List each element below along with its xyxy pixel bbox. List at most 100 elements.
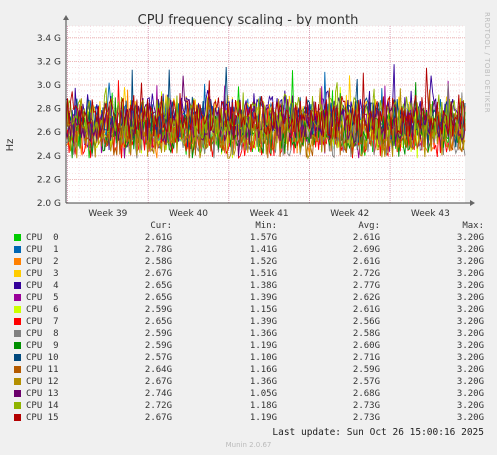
- legend-row: CPU 5 2.65G 1.39G 2.62G 3.20G: [0, 292, 497, 304]
- legend-swatch: [14, 318, 21, 325]
- x-tick-label: Week 41: [250, 209, 289, 219]
- legend-max: 3.20G: [456, 341, 484, 351]
- legend-min: 1.18G: [249, 401, 277, 411]
- legend-min: 1.38G: [249, 281, 277, 291]
- legend-min: 1.10G: [249, 353, 277, 363]
- legend-row: CPU 8 2.59G 1.36G 2.58G 3.20G: [0, 328, 497, 340]
- legend-avg: 2.77G: [352, 281, 380, 291]
- y-tick-label: 3.2 G: [37, 57, 61, 67]
- legend-max: 3.20G: [456, 329, 484, 339]
- legend-avg: 2.61G: [352, 233, 380, 243]
- legend-min: 1.39G: [249, 317, 277, 327]
- legend-swatch: [14, 258, 21, 265]
- legend-max: 3.20G: [456, 389, 484, 399]
- legend-row: CPU 0 2.61G 1.57G 2.61G 3.20G: [0, 232, 497, 244]
- legend-series-name: CPU 15: [26, 413, 59, 423]
- legend-swatch: [14, 366, 21, 373]
- legend-avg: 2.56G: [352, 317, 380, 327]
- legend-avg: 2.61G: [352, 257, 380, 267]
- legend-max: 3.20G: [456, 293, 484, 303]
- legend-max: 3.20G: [456, 245, 484, 255]
- legend-min: 1.16G: [249, 365, 277, 375]
- legend-max: 3.20G: [456, 317, 484, 327]
- legend-row: CPU 1 2.78G 1.41G 2.69G 3.20G: [0, 244, 497, 256]
- legend-avg: 2.72G: [352, 269, 380, 279]
- legend-cur: 2.67G: [144, 377, 172, 387]
- legend-avg: 2.73G: [352, 413, 380, 423]
- legend-min: 1.36G: [249, 377, 277, 387]
- legend-cur: 2.59G: [144, 329, 172, 339]
- legend-avg: 2.61G: [352, 305, 380, 315]
- legend-max: 3.20G: [456, 233, 484, 243]
- legend-row: CPU 10 2.57G 1.10G 2.71G 3.20G: [0, 352, 497, 364]
- col-max-header: Max:: [462, 221, 484, 231]
- legend-series-name: CPU 12: [26, 377, 59, 387]
- legend-swatch: [14, 306, 21, 313]
- y-tick-label: 3.0 G: [37, 81, 61, 91]
- legend-min: 1.19G: [249, 341, 277, 351]
- col-avg-header: Avg:: [358, 221, 380, 231]
- legend-header: Cur: Min: Avg: Max:: [0, 220, 497, 232]
- x-axis-arrow: [470, 200, 475, 206]
- legend-min: 1.36G: [249, 329, 277, 339]
- legend-cur: 2.74G: [144, 389, 172, 399]
- y-tick-label: 3.4 G: [37, 34, 61, 44]
- x-tick-label: Week 42: [330, 209, 369, 219]
- col-min-header: Min:: [255, 221, 277, 231]
- rrdtool-credit: RRDTOOL / TOBI OETIKER: [483, 12, 491, 113]
- legend-swatch: [14, 330, 21, 337]
- legend-swatch: [14, 270, 21, 277]
- legend-max: 3.20G: [456, 413, 484, 423]
- legend-cur: 2.67G: [144, 413, 172, 423]
- y-tick-label: 2.4 G: [37, 152, 61, 162]
- legend-cur: 2.72G: [144, 401, 172, 411]
- legend-swatch: [14, 234, 21, 241]
- legend-min: 1.19G: [249, 413, 277, 423]
- axes: 2.0 G 2.2 G 2.4 G 2.6 G 2.8 G 3.0 G 3.2 G 3.4 G…: [37, 15, 475, 219]
- legend-swatch: [14, 390, 21, 397]
- legend-swatch: [14, 402, 21, 409]
- legend-swatch: [14, 342, 21, 349]
- legend-series-name: CPU 13: [26, 389, 59, 399]
- legend-series-name: CPU 10: [26, 353, 59, 363]
- legend-min: 1.39G: [249, 293, 277, 303]
- legend: Cur: Min: Avg: Max: CPU 0 2.61G 1.57G 2.61G…: [0, 220, 497, 424]
- legend-cur: 2.59G: [144, 341, 172, 351]
- legend-avg: 2.60G: [352, 341, 380, 351]
- legend-avg: 2.68G: [352, 389, 380, 399]
- legend-series-name: CPU 5: [26, 293, 59, 303]
- legend-min: 1.52G: [249, 257, 277, 267]
- legend-avg: 2.69G: [352, 245, 380, 255]
- last-update: Last update: Sun Oct 26 15:00:16 2025: [272, 427, 484, 438]
- series-line: [65, 75, 466, 141]
- legend-swatch: [14, 294, 21, 301]
- legend-series-name: CPU 14: [26, 401, 59, 411]
- legend-series-name: CPU 8: [26, 329, 59, 339]
- legend-cur: 2.67G: [144, 269, 172, 279]
- legend-row: CPU 7 2.65G 1.39G 2.56G 3.20G: [0, 316, 497, 328]
- legend-cur: 2.58G: [144, 257, 172, 267]
- legend-row: CPU 4 2.65G 1.38G 2.77G 3.20G: [0, 280, 497, 292]
- legend-avg: 2.73G: [352, 401, 380, 411]
- series-line: [65, 67, 466, 140]
- y-tick-label: 2.8 G: [37, 105, 61, 115]
- legend-avg: 2.58G: [352, 329, 380, 339]
- legend-min: 1.57G: [249, 233, 277, 243]
- legend-row: CPU 2 2.58G 1.52G 2.61G 3.20G: [0, 256, 497, 268]
- legend-max: 3.20G: [456, 257, 484, 267]
- y-tick-label: 2.2 G: [37, 175, 61, 185]
- legend-swatch: [14, 246, 21, 253]
- legend-series-name: CPU 2: [26, 257, 59, 267]
- legend-cur: 2.64G: [144, 365, 172, 375]
- legend-min: 1.51G: [249, 269, 277, 279]
- legend-series-name: CPU 9: [26, 341, 59, 351]
- legend-series-name: CPU 4: [26, 281, 59, 291]
- x-tick-label: Week 43: [411, 209, 450, 219]
- legend-row: CPU 9 2.59G 1.19G 2.60G 3.20G: [0, 340, 497, 352]
- legend-row: CPU 3 2.67G 1.51G 2.72G 3.20G: [0, 268, 497, 280]
- legend-series-name: CPU 11: [26, 365, 59, 375]
- legend-swatch: [14, 282, 21, 289]
- legend-cur: 2.65G: [144, 293, 172, 303]
- legend-min: 1.15G: [249, 305, 277, 315]
- legend-cur: 2.65G: [144, 281, 172, 291]
